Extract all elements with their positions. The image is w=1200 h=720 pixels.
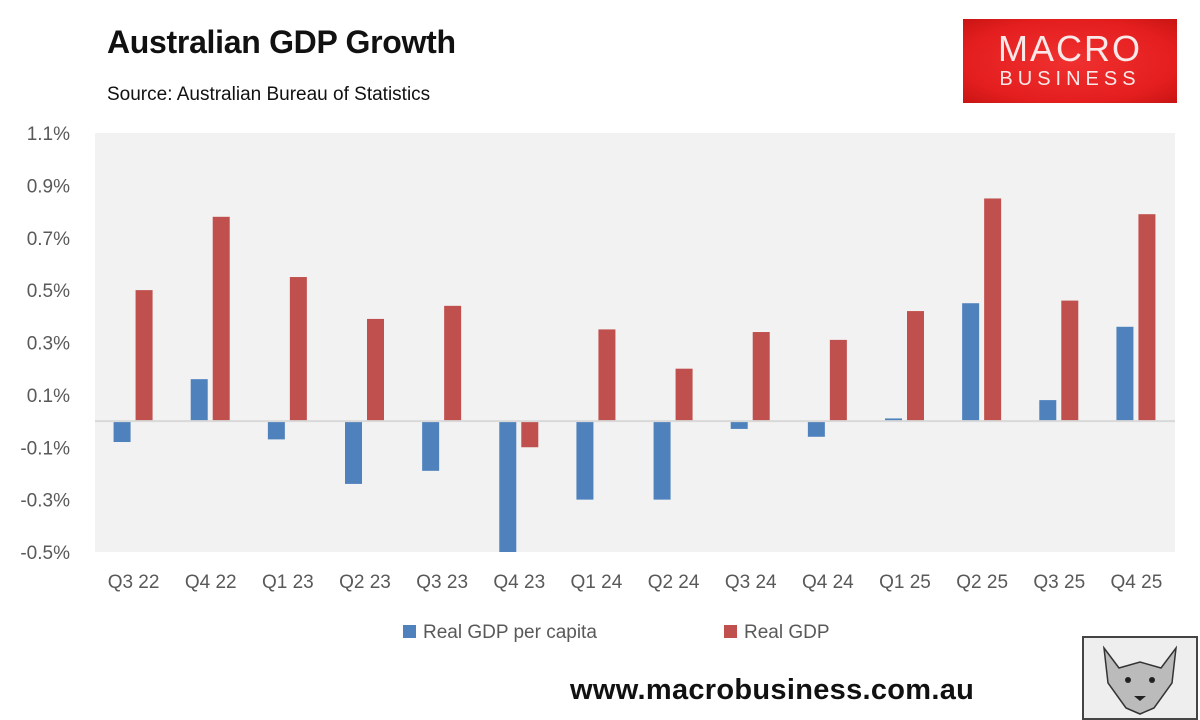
bar-real-gdp: [752, 332, 770, 422]
bar-gdp-per-capita: [1116, 326, 1134, 422]
x-tick-label: Q4 25: [1111, 572, 1163, 593]
x-tick-label: Q2 25: [956, 572, 1008, 593]
y-tick-label: 1.1%: [27, 124, 70, 145]
bar-gdp-per-capita: [653, 421, 671, 500]
bar-real-gdp: [675, 368, 693, 422]
y-tick-label: 0.5%: [27, 281, 70, 302]
x-tick-label: Q3 24: [725, 572, 777, 593]
x-tick-label: Q2 23: [339, 572, 391, 593]
bar-gdp-per-capita: [345, 421, 362, 484]
bar-real-gdp: [598, 329, 616, 422]
legend-swatch: [403, 625, 416, 638]
bar-real-gdp: [907, 311, 924, 422]
x-tick-label: Q1 24: [571, 572, 623, 593]
y-tick-label: -0.3%: [20, 491, 70, 512]
y-tick-label: 0.7%: [27, 229, 70, 250]
bar-real-gdp: [1138, 214, 1156, 422]
legend-swatch: [724, 625, 737, 638]
plot-area: [95, 133, 1175, 552]
wolf-mascot-icon: [1082, 636, 1198, 720]
legend-label: Real GDP per capita: [423, 622, 597, 643]
bar-real-gdp: [444, 305, 462, 422]
y-tick-label: 0.9%: [27, 176, 70, 197]
x-tick-label: Q4 24: [802, 572, 854, 593]
bar-real-gdp: [135, 290, 153, 422]
x-tick-label: Q4 22: [185, 572, 237, 593]
bar-gdp-per-capita: [885, 418, 902, 422]
x-tick-label: Q3 23: [416, 572, 468, 593]
chart-title: Australian GDP Growth: [107, 24, 456, 60]
bar-real-gdp: [829, 339, 847, 422]
y-tick-label: -0.5%: [20, 543, 70, 564]
logo-line1: MACRO: [998, 28, 1142, 69]
footer-url: www.macrobusiness.com.au: [570, 674, 975, 706]
bar-gdp-per-capita: [730, 421, 748, 429]
x-tick-label: Q4 23: [493, 572, 545, 593]
x-tick-label: Q3 22: [108, 572, 160, 593]
y-tick-label: 0.1%: [27, 386, 70, 407]
bar-gdp-per-capita: [113, 421, 131, 443]
bar-real-gdp: [1061, 300, 1079, 422]
bar-gdp-per-capita: [190, 379, 208, 422]
bar-real-gdp: [212, 216, 230, 422]
y-tick-label: 0.3%: [27, 334, 70, 355]
bar-real-gdp: [521, 421, 539, 448]
x-tick-label: Q3 25: [1033, 572, 1085, 593]
bar-gdp-per-capita: [1039, 400, 1057, 422]
bar-gdp-per-capita: [267, 421, 285, 440]
bar-gdp-per-capita: [962, 303, 980, 422]
legend-label: Real GDP: [744, 622, 830, 643]
y-tick-label: -0.1%: [20, 438, 70, 459]
bar-gdp-per-capita: [576, 421, 594, 500]
bar-real-gdp: [367, 318, 384, 422]
x-tick-label: Q1 23: [262, 572, 314, 593]
bar-gdp-per-capita: [422, 421, 440, 471]
logo-line2: BUSINESS: [999, 68, 1141, 90]
macrobusiness-logo: MACRO BUSINESS: [963, 19, 1177, 103]
x-tick-label: Q2 24: [648, 572, 700, 593]
bar-gdp-per-capita: [807, 421, 825, 437]
chart-subtitle: Source: Australian Bureau of Statistics: [107, 84, 431, 105]
bar-real-gdp: [984, 198, 1002, 422]
x-tick-label: Q1 25: [879, 572, 931, 593]
bar-gdp-per-capita: [499, 421, 517, 552]
bar-real-gdp: [289, 277, 307, 422]
